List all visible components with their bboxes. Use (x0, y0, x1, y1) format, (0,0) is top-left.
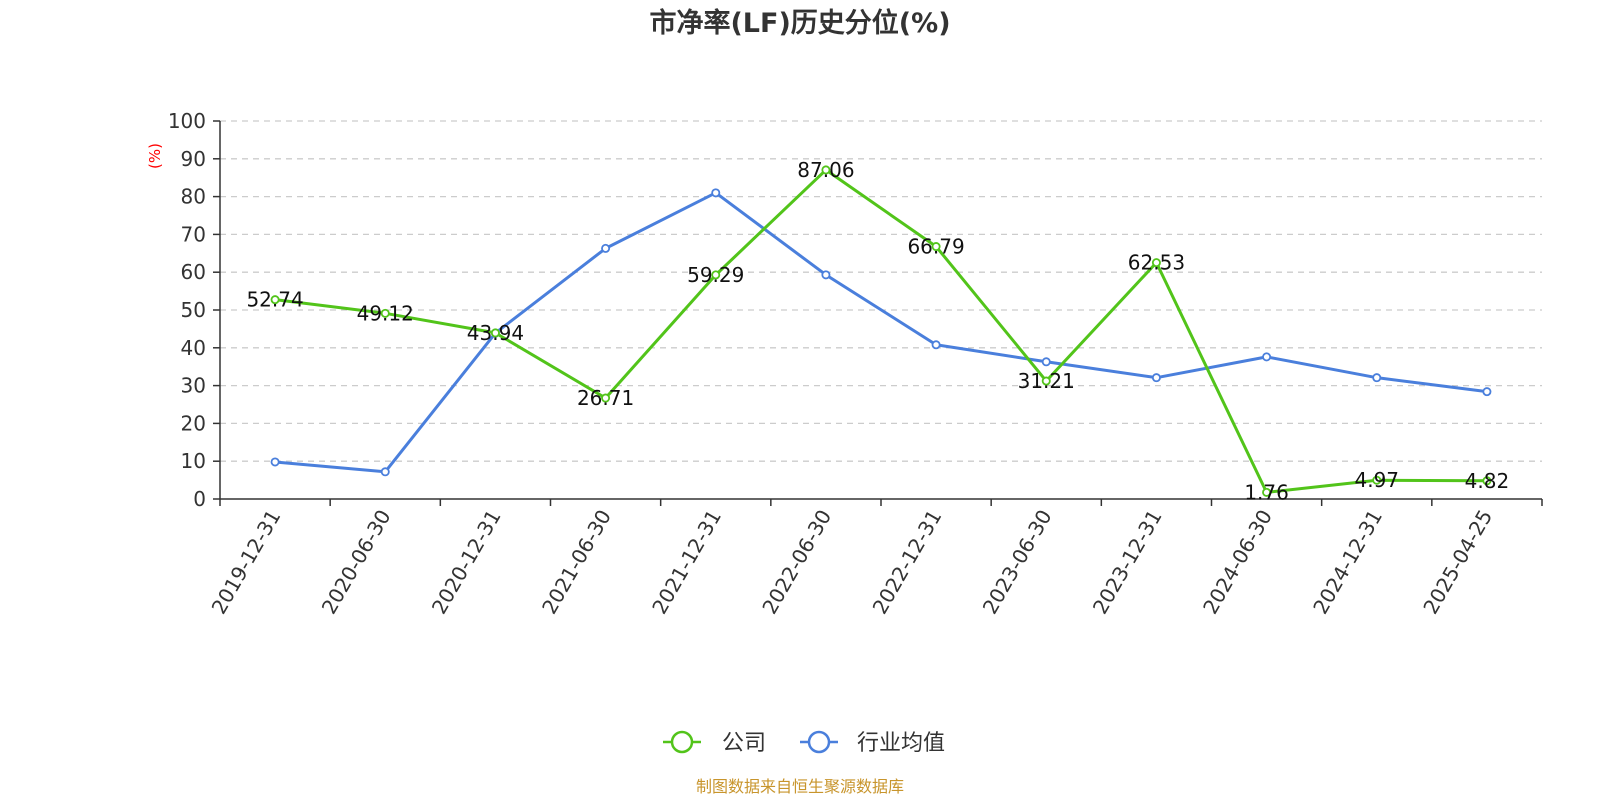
x-tick-label: 2023-12-31 (1088, 506, 1167, 619)
y-tick-label: 40 (181, 336, 206, 360)
data-point-company[interactable] (1041, 376, 1051, 386)
y-tick-label: 10 (181, 449, 206, 473)
data-point-company[interactable] (1482, 476, 1492, 486)
data-point-company[interactable] (931, 242, 941, 252)
data-label: 43.94 (467, 321, 524, 345)
y-tick-label: 50 (181, 298, 206, 322)
data-point-company[interactable] (380, 308, 390, 318)
data-point-company[interactable] (711, 270, 721, 280)
data-point-company[interactable] (270, 295, 280, 305)
data-point-company[interactable] (1262, 487, 1272, 497)
data-label: 4.82 (1465, 469, 1510, 493)
x-tick-label: 2024-06-30 (1198, 506, 1277, 619)
x-tick-label: 2024-12-31 (1308, 506, 1387, 619)
data-point-industry-average[interactable] (270, 457, 280, 467)
data-point-company[interactable] (1151, 258, 1161, 268)
data-label: 31.21 (1018, 369, 1075, 393)
x-tick-label: 2019-12-31 (207, 506, 286, 619)
axes: 0 10 20 30 40 50 60 70 80 90 100 2019-12-31 2020-06-… (168, 109, 1543, 619)
x-tick-label: 2022-12-31 (868, 505, 947, 618)
legend-item-industry-average[interactable]: 行业均值 (800, 730, 945, 756)
data-label: 66.79 (907, 235, 964, 259)
y-tick-label: 20 (181, 411, 206, 435)
legend-label: 行业均值 (857, 731, 945, 756)
data-point-industry-average[interactable] (1151, 373, 1161, 383)
series-line-company (274, 168, 1487, 494)
legend-circle-icon (670, 730, 694, 754)
data-label: 87.06 (797, 158, 854, 182)
data-source-note: 制图数据来自恒生聚源数据库 (696, 777, 904, 796)
x-tick-label: 2025-04-25 (1418, 506, 1497, 619)
y-tick-label: 70 (181, 222, 206, 246)
grid-lines (220, 120, 1542, 462)
legend-label: 公司 (722, 731, 766, 756)
x-tick-label: 2020-06-30 (317, 506, 396, 619)
y-tick-label: 0 (193, 487, 206, 511)
legend-item-company[interactable]: 公司 (663, 730, 766, 756)
data-label: 1.76 (1244, 480, 1289, 504)
data-point-company[interactable] (490, 328, 500, 338)
data-point-industry-average[interactable] (1041, 357, 1051, 367)
y-tick-label: 30 (181, 374, 206, 398)
data-point-industry-average[interactable] (601, 243, 611, 253)
data-label: 62.53 (1128, 251, 1185, 275)
x-tick-label: 2023-06-30 (978, 506, 1057, 619)
y-tick-label: 100 (168, 109, 206, 133)
data-label: 52.74 (246, 288, 303, 312)
data-label: 59.29 (687, 263, 744, 287)
data-point-industry-average[interactable] (1262, 352, 1272, 362)
data-point-industry-average[interactable] (821, 270, 831, 280)
chart-title: 市净率(LF)历史分位(%) (649, 7, 950, 39)
series-line-industry-average (274, 191, 1488, 474)
data-labels: 52.74 49.12 43.94 26.71 59.29 87.06 66.79 31.21… (246, 158, 1509, 504)
y-tick-label: 60 (181, 260, 206, 284)
x-tick-label: 2020-12-31 (427, 505, 506, 618)
data-label: 26.71 (577, 386, 634, 410)
y-tick-label: 90 (181, 147, 206, 171)
x-tick-label: 2021-06-30 (537, 506, 616, 619)
legend[interactable]: 公司 行业均值 (663, 730, 945, 756)
data-series (270, 165, 1492, 497)
x-tick-label: 2021-12-31 (647, 506, 726, 619)
data-point-company[interactable] (601, 393, 611, 403)
y-tick-label: 80 (181, 185, 206, 209)
data-point-company[interactable] (1372, 475, 1382, 485)
data-point-industry-average[interactable] (1482, 387, 1492, 397)
data-point-industry-average[interactable] (380, 467, 390, 477)
y-axis-unit-label: (%) (146, 143, 164, 169)
data-label: 49.12 (357, 301, 414, 325)
data-point-industry-average[interactable] (1372, 373, 1382, 383)
legend-circle-icon (807, 730, 831, 754)
data-label: 4.97 (1354, 468, 1399, 492)
data-point-company[interactable] (821, 165, 831, 175)
x-tick-label: 2022-06-30 (757, 506, 836, 619)
data-point-industry-average[interactable] (711, 188, 721, 198)
data-point-industry-average[interactable] (931, 340, 941, 350)
